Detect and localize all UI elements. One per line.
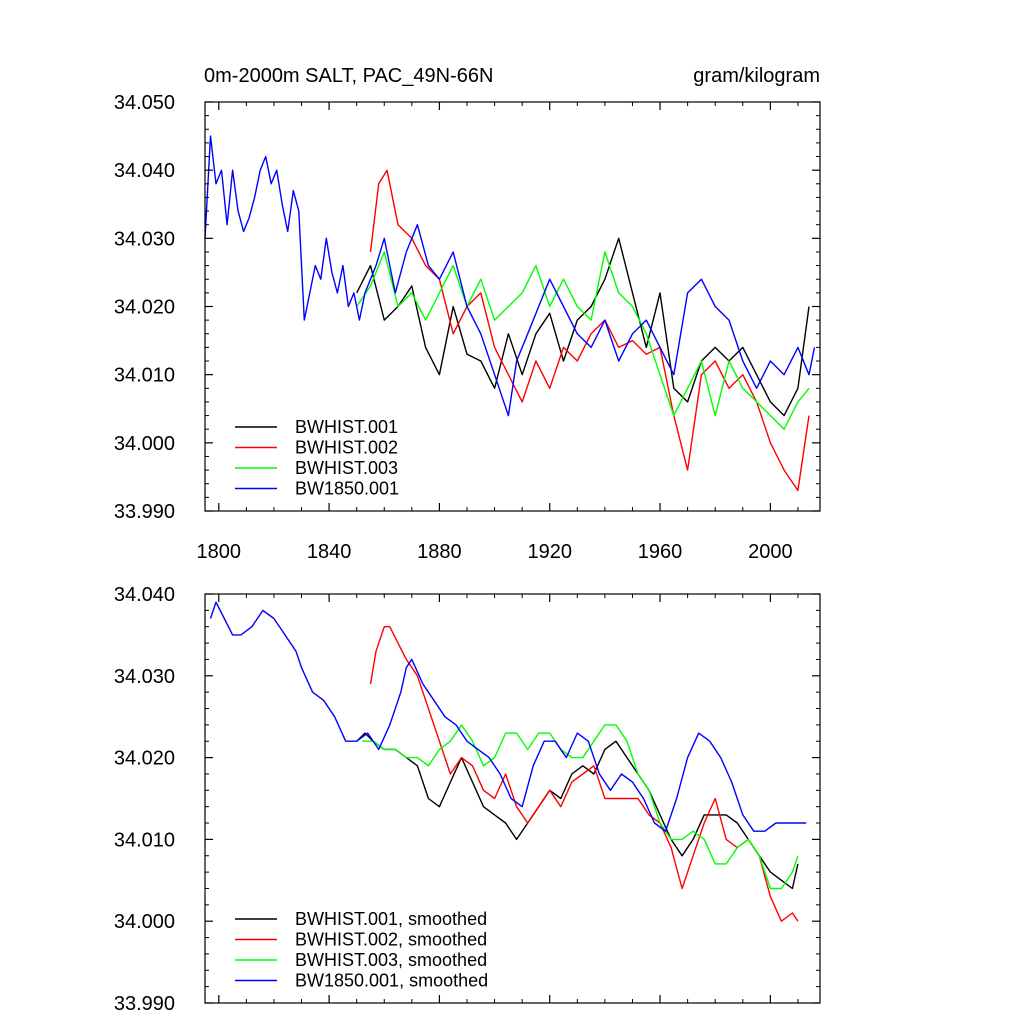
bottom-axis-ticks: 33.990 34.000 34.010 34.020 34.030 34.040 [114, 584, 820, 1015]
x-tick-label: 1840 [307, 541, 352, 563]
y-tick-label: 34.000 [114, 433, 175, 455]
series-line-bwhist-002 [369, 169, 810, 492]
bottom-plot-frame [204, 593, 821, 1004]
y-tick-label: 34.020 [114, 748, 175, 770]
series-line-bw1850-001 [204, 135, 816, 417]
legend-label: BW1850.001 [295, 479, 399, 499]
y-tick-label: 34.050 [114, 92, 175, 114]
top-axis-ticks: 33.990 34.000 34.010 34.020 34.030 34.040 34.0… [114, 92, 820, 563]
legend-label: BWHIST.002, smoothed [295, 930, 487, 950]
y-tick-label: 34.040 [114, 160, 175, 182]
y-tick-label: 34.020 [114, 297, 175, 319]
bottom-panel: 33.990 34.000 34.010 34.020 34.030 34.040 BWH… [114, 584, 821, 1015]
legend-label: BWHIST.001, smoothed [295, 909, 487, 929]
x-tick-label: 2000 [748, 541, 793, 563]
x-tick-label: 1880 [417, 541, 462, 563]
top-panel: 0m-2000m SALT, PAC_49N-66N gram/kilogram… [114, 65, 821, 563]
series-line-bwhist-002-smoothed [369, 626, 799, 922]
series-line-bwhist-003 [356, 251, 810, 430]
series-line-bwhist-003-smoothed [362, 724, 799, 890]
y-tick-label: 34.010 [114, 365, 175, 387]
units-label: gram/kilogram [693, 65, 820, 87]
bottom-series-group [209, 601, 807, 922]
x-tick-label: 1920 [527, 541, 572, 563]
y-tick-label: 34.030 [114, 228, 175, 250]
y-tick-label: 34.010 [114, 829, 175, 851]
top-plot-frame [204, 101, 821, 512]
x-tick-label: 1960 [638, 541, 683, 563]
y-tick-label: 34.040 [114, 584, 175, 606]
legend-label: BWHIST.001 [295, 417, 398, 437]
y-tick-label: 33.990 [114, 993, 175, 1015]
legend-label: BWHIST.003, smoothed [295, 950, 487, 970]
y-tick-label: 33.990 [114, 501, 175, 523]
legend-label: BW1850.001, smoothed [295, 971, 488, 991]
x-tick-label: 1800 [197, 541, 242, 563]
series-line-bw1850-001-smoothed [209, 601, 807, 832]
legend-label: BWHIST.002 [295, 438, 398, 458]
chart-title: 0m-2000m SALT, PAC_49N-66N [204, 65, 493, 87]
y-tick-label: 34.030 [114, 666, 175, 688]
top-series-group [204, 135, 816, 492]
y-tick-label: 34.000 [114, 911, 175, 933]
legend-label: BWHIST.003 [295, 458, 398, 478]
series-line-bwhist-001-smoothed [356, 732, 799, 890]
